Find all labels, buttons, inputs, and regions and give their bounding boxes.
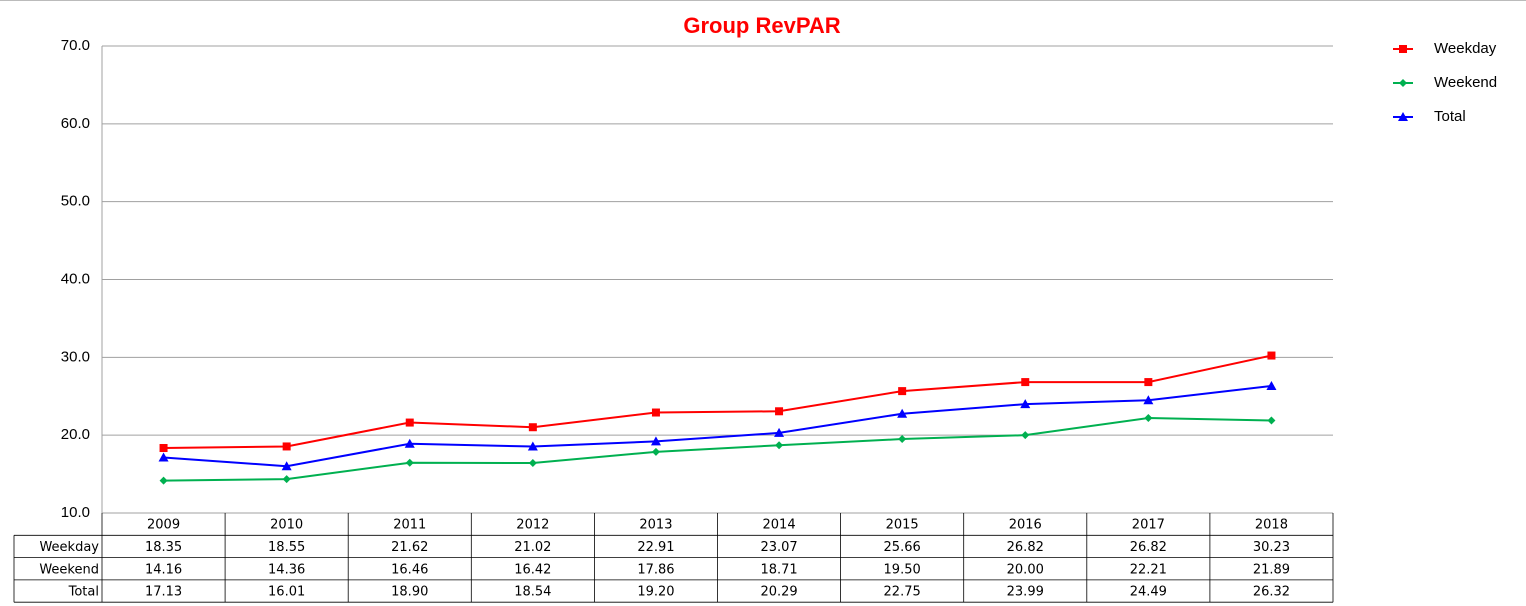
table-cell: 18.35 <box>145 540 182 555</box>
legend-label: Weekend <box>1434 74 1497 91</box>
table-cell: 20.29 <box>760 585 797 600</box>
data-point <box>1144 413 1153 422</box>
data-point <box>159 444 168 453</box>
data-point <box>404 438 415 448</box>
data-point <box>898 387 907 396</box>
table-row-label: Total <box>68 585 99 600</box>
table-cell: 22.75 <box>884 585 921 600</box>
table-cell: 14.36 <box>268 562 305 577</box>
table-cell: 22.91 <box>637 540 674 555</box>
table-cell: 23.99 <box>1007 585 1044 600</box>
legend-marker <box>1398 112 1408 121</box>
data-point <box>528 459 537 468</box>
y-tick-label: 50.0 <box>61 193 90 210</box>
data-point <box>158 452 169 462</box>
data-point <box>1144 378 1153 387</box>
data-point <box>282 442 291 451</box>
table-header: 2009 <box>147 518 180 533</box>
data-point <box>651 447 660 456</box>
legend-label: Total <box>1434 108 1466 125</box>
data-point <box>775 407 784 416</box>
table-cell: 16.01 <box>268 585 305 600</box>
table-cell: 25.66 <box>884 540 921 555</box>
data-point <box>898 435 907 444</box>
data-point <box>1266 380 1277 390</box>
data-point <box>897 408 908 418</box>
table-cell: 26.32 <box>1253 585 1290 600</box>
table-cell: 23.07 <box>760 540 797 555</box>
table-header: 2012 <box>516 518 549 533</box>
table-header: 2013 <box>639 518 672 533</box>
table-cell: 18.54 <box>514 585 551 600</box>
y-tick-label: 20.0 <box>61 426 90 443</box>
data-point <box>405 418 414 427</box>
table-header: 2010 <box>270 518 303 533</box>
table-header: 2018 <box>1255 518 1288 533</box>
table-cell: 30.23 <box>1253 540 1290 555</box>
data-point <box>1267 351 1276 360</box>
y-tick-label: 70.0 <box>61 37 90 54</box>
data-point <box>775 441 784 450</box>
y-tick-label: 60.0 <box>61 115 90 132</box>
table-cell: 24.49 <box>1130 585 1167 600</box>
table-row-label: Weekend <box>39 562 99 577</box>
table-cell: 21.62 <box>391 540 428 555</box>
table-cell: 21.89 <box>1253 562 1290 577</box>
data-point <box>774 427 785 437</box>
data-point <box>651 408 660 417</box>
y-tick-label: 40.0 <box>61 270 90 287</box>
table-cell: 21.02 <box>514 540 551 555</box>
table-cell: 17.86 <box>637 562 674 577</box>
data-point <box>1021 378 1030 387</box>
data-point <box>527 441 538 451</box>
table-cell: 18.55 <box>268 540 305 555</box>
table-header: 2015 <box>886 518 919 533</box>
chart-title: Group RevPAR <box>683 13 840 38</box>
table-row-label: Weekday <box>39 540 99 555</box>
table-cell: 26.82 <box>1130 540 1167 555</box>
legend-marker <box>1399 45 1407 53</box>
table-header: 2016 <box>1009 518 1042 533</box>
table-cell: 16.42 <box>514 562 551 577</box>
table-cell: 17.13 <box>145 585 182 600</box>
y-tick-label: 10.0 <box>61 504 90 521</box>
table-cell: 18.90 <box>391 585 428 600</box>
table-cell: 19.50 <box>884 562 921 577</box>
table-cell: 19.20 <box>637 585 674 600</box>
table-cell: 16.46 <box>391 562 428 577</box>
data-point <box>650 436 661 446</box>
series-line <box>163 416 1272 482</box>
series-line <box>163 354 1272 450</box>
data-point <box>159 476 168 485</box>
table-cell: 26.82 <box>1007 540 1044 555</box>
data-point <box>1143 395 1154 405</box>
table-cell: 20.00 <box>1007 562 1044 577</box>
y-tick-label: 30.0 <box>61 348 90 365</box>
data-point <box>405 458 414 467</box>
legend-label: Weekday <box>1434 40 1497 57</box>
table-cell: 22.21 <box>1130 562 1167 577</box>
data-point <box>282 475 291 484</box>
data-point <box>281 461 292 471</box>
table-header: 2014 <box>763 518 796 533</box>
data-point <box>1020 399 1031 409</box>
table-header: 2017 <box>1132 518 1165 533</box>
data-point <box>528 423 537 432</box>
data-point <box>1021 431 1030 440</box>
data-point <box>1267 416 1276 425</box>
table-cell: 14.16 <box>145 562 182 577</box>
table-header: 2011 <box>393 518 426 533</box>
table-cell: 18.71 <box>760 562 797 577</box>
legend-marker <box>1399 79 1407 87</box>
series-line <box>163 384 1272 468</box>
